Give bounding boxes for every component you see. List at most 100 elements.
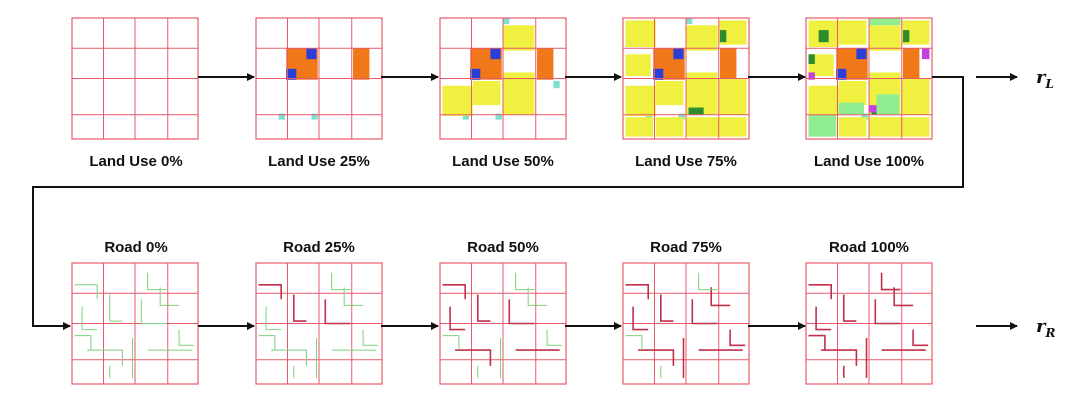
built-road-segment	[293, 294, 307, 322]
land-use-label-25: Land Use 25%	[268, 153, 370, 170]
planned-road-segment	[527, 287, 548, 306]
land-block-water	[462, 113, 469, 120]
planned-road-segment	[546, 329, 563, 346]
planned-road-segment	[147, 272, 167, 291]
land-block-industrial	[673, 48, 684, 60]
land-block-water	[686, 18, 693, 25]
road-panel-100	[805, 262, 933, 385]
connector-land-to-road	[32, 76, 964, 330]
land-block-commercial	[353, 48, 370, 80]
land-block-residential	[655, 80, 684, 106]
land-use-panel-25	[255, 17, 383, 140]
built-road-segment	[843, 294, 857, 322]
road-panel-50	[439, 262, 567, 385]
land-block-park	[876, 94, 900, 115]
land-use-panel-50	[439, 17, 567, 140]
built-road-segment	[808, 284, 832, 300]
output-road-subscript: R	[1044, 326, 1055, 340]
land-use-label-75: Land Use 75%	[635, 153, 737, 170]
built-road-segment	[455, 349, 492, 366]
land-block-residential	[625, 85, 656, 117]
built-road-segment	[729, 329, 746, 347]
land-block-industrial	[490, 48, 501, 60]
land-block-mixed	[921, 48, 930, 60]
built-road-segment	[258, 284, 282, 300]
land-block-water	[645, 113, 652, 120]
road-panel-0	[71, 262, 199, 385]
output-land-use: rL	[1036, 67, 1054, 91]
built-road-segment	[893, 287, 914, 307]
land-block-residential	[625, 117, 654, 137]
land-block-forest	[688, 107, 704, 115]
output-road-symbol: r	[1036, 316, 1047, 337]
land-block-residential	[686, 117, 747, 137]
land-use-panel-0	[71, 17, 199, 140]
land-block-residential	[838, 117, 867, 137]
road-label-0: Road 0%	[104, 239, 167, 256]
land-use-label-0: Land Use 0%	[89, 153, 182, 170]
land-block-industrial	[306, 48, 317, 60]
planned-road-segment	[362, 329, 379, 346]
planned-road-segment	[178, 329, 195, 346]
planned-road-segment	[265, 306, 282, 331]
svg-text:rR: rR	[1036, 316, 1055, 340]
planned-road-segment	[343, 287, 364, 306]
planned-road-segment	[258, 335, 276, 351]
land-block-industrial	[856, 48, 867, 60]
land-block-commercial	[537, 48, 554, 80]
road-label-75: Road 75%	[650, 239, 722, 256]
land-block-residential	[625, 20, 656, 48]
land-block-water	[503, 18, 510, 25]
land-block-park	[838, 102, 864, 115]
output-land-subscript: L	[1044, 77, 1053, 91]
land-block-industrial	[653, 68, 664, 80]
built-road-segment	[808, 334, 826, 351]
land-block-residential	[718, 78, 747, 115]
road-panel-25	[255, 262, 383, 385]
planned-road-segment	[698, 272, 718, 291]
land-block-industrial	[286, 68, 297, 80]
land-block-industrial	[470, 68, 481, 80]
land-block-residential	[503, 25, 535, 51]
built-road-segment	[442, 284, 466, 300]
built-road-segment	[477, 294, 491, 322]
built-road-segment	[638, 349, 675, 366]
land-block-residential	[442, 85, 473, 117]
land-block-forest	[808, 54, 815, 64]
land-block-water	[553, 80, 560, 89]
land-block-residential	[655, 117, 684, 137]
land-block-residential	[808, 85, 839, 117]
planned-road-segment	[74, 284, 98, 300]
land-block-water	[861, 113, 868, 120]
planned-road-segment	[515, 272, 535, 291]
planned-road-segment	[159, 287, 180, 306]
land-block-residential	[503, 72, 535, 115]
land-block-park	[808, 114, 837, 137]
land-block-residential	[869, 25, 901, 51]
land-block-water	[278, 113, 285, 120]
land-block-residential	[838, 80, 867, 106]
land-block-water	[678, 113, 685, 120]
planned-road-segment	[81, 306, 98, 331]
land-block-commercial	[903, 48, 920, 80]
road-label-25: Road 25%	[283, 239, 355, 256]
planned-road-segment	[109, 294, 123, 322]
road-label-100: Road 100%	[829, 239, 909, 256]
svg-text:rL: rL	[1036, 67, 1054, 91]
land-block-mixed	[808, 72, 815, 80]
built-road-segment	[912, 329, 929, 347]
land-block-residential	[838, 20, 867, 45]
land-block-residential	[625, 54, 651, 77]
planned-road-segment	[74, 335, 92, 351]
land-use-panel-100	[805, 17, 933, 140]
land-block-commercial	[720, 48, 737, 80]
land-block-water	[495, 113, 502, 120]
land-block-residential	[686, 25, 718, 51]
planned-road-segment	[442, 335, 460, 351]
built-road-segment	[691, 299, 718, 325]
built-road-segment	[880, 272, 901, 291]
built-road-segment	[625, 284, 649, 300]
planned-road-segment	[87, 349, 123, 366]
output-land-symbol: r	[1036, 67, 1047, 88]
